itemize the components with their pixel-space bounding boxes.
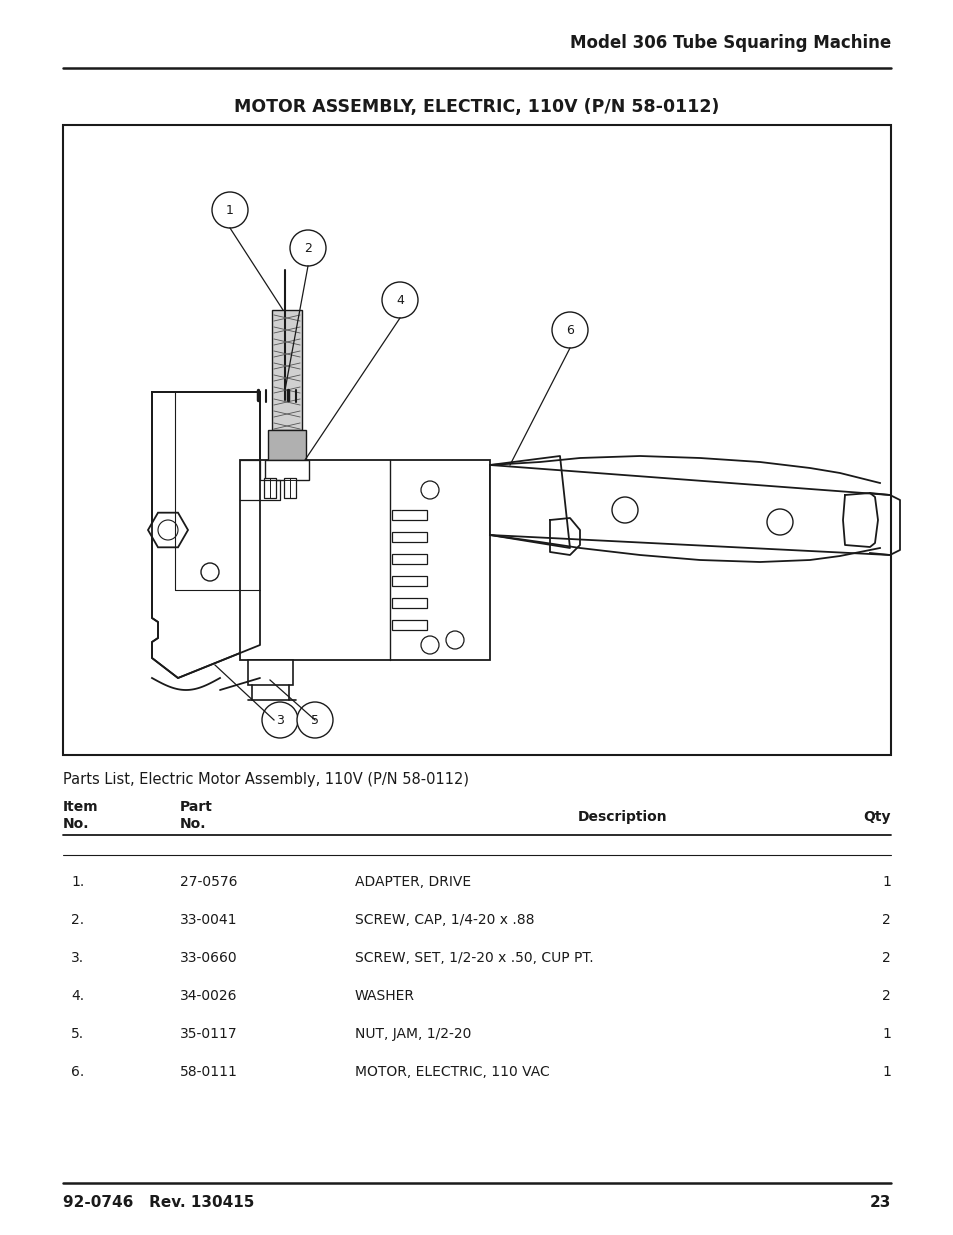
- Circle shape: [381, 282, 417, 317]
- Bar: [272, 310, 302, 430]
- Text: NUT, JAM, 1/2-20: NUT, JAM, 1/2-20: [355, 1028, 471, 1041]
- Polygon shape: [550, 517, 579, 555]
- Circle shape: [212, 191, 248, 228]
- Text: MOTOR ASSEMBLY, ELECTRIC, 110V (P/N 58-0112): MOTOR ASSEMBLY, ELECTRIC, 110V (P/N 58-0…: [234, 98, 719, 116]
- Bar: [63, 125, 890, 755]
- Text: MOTOR, ELECTRIC, 110 VAC: MOTOR, ELECTRIC, 110 VAC: [355, 1065, 549, 1079]
- Text: Item
No.: Item No.: [63, 800, 98, 831]
- Polygon shape: [152, 391, 260, 678]
- Text: Description: Description: [578, 810, 667, 824]
- Text: SCREW, SET, 1/2-20 x .50, CUP PT.: SCREW, SET, 1/2-20 x .50, CUP PT.: [355, 951, 593, 965]
- Text: 1.: 1.: [71, 876, 84, 889]
- Circle shape: [612, 496, 638, 522]
- Bar: [392, 576, 427, 585]
- Text: 6.: 6.: [71, 1065, 84, 1079]
- Text: 34-0026: 34-0026: [180, 989, 237, 1003]
- Text: 33-0660: 33-0660: [180, 951, 237, 965]
- Bar: [392, 510, 427, 520]
- Text: 27-0576: 27-0576: [180, 876, 237, 889]
- Polygon shape: [842, 493, 877, 547]
- Text: 3.: 3.: [71, 951, 84, 965]
- Text: ADAPTER, DRIVE: ADAPTER, DRIVE: [355, 876, 471, 889]
- Text: 92-0746   Rev. 130415: 92-0746 Rev. 130415: [63, 1195, 254, 1210]
- Bar: [265, 459, 309, 480]
- Circle shape: [766, 509, 792, 535]
- Text: 1: 1: [882, 1028, 890, 1041]
- Bar: [284, 478, 295, 498]
- Circle shape: [201, 563, 219, 580]
- Text: 6: 6: [565, 324, 574, 336]
- Text: 4: 4: [395, 294, 403, 306]
- Bar: [264, 478, 275, 498]
- Text: Parts List, Electric Motor Assembly, 110V (P/N 58-0112): Parts List, Electric Motor Assembly, 110…: [63, 772, 469, 787]
- Text: Model 306 Tube Squaring Machine: Model 306 Tube Squaring Machine: [569, 35, 890, 52]
- Bar: [240, 459, 490, 659]
- Text: 5.: 5.: [71, 1028, 84, 1041]
- Circle shape: [296, 701, 333, 739]
- Text: 2: 2: [304, 242, 312, 254]
- Text: 2: 2: [882, 989, 890, 1003]
- Text: 35-0117: 35-0117: [180, 1028, 237, 1041]
- Text: 2: 2: [882, 951, 890, 965]
- Polygon shape: [490, 456, 879, 562]
- Text: 58-0111: 58-0111: [180, 1065, 237, 1079]
- Text: 33-0041: 33-0041: [180, 913, 237, 927]
- Text: Qty: Qty: [862, 810, 890, 824]
- Bar: [392, 620, 427, 630]
- Text: 23: 23: [869, 1195, 890, 1210]
- Bar: [392, 555, 427, 564]
- Circle shape: [420, 480, 438, 499]
- Circle shape: [446, 631, 463, 650]
- Bar: [248, 659, 293, 685]
- Bar: [392, 532, 427, 542]
- Text: Part
No.: Part No.: [180, 800, 213, 831]
- Bar: [392, 598, 427, 608]
- Text: 4.: 4.: [71, 989, 84, 1003]
- Text: 3: 3: [275, 714, 284, 726]
- Text: 1: 1: [882, 876, 890, 889]
- Circle shape: [420, 636, 438, 655]
- Text: SCREW, CAP, 1/4-20 x .88: SCREW, CAP, 1/4-20 x .88: [355, 913, 534, 927]
- Text: 2.: 2.: [71, 913, 84, 927]
- Text: WASHER: WASHER: [355, 989, 415, 1003]
- Circle shape: [290, 230, 326, 266]
- Text: 2: 2: [882, 913, 890, 927]
- Text: 1: 1: [226, 204, 233, 216]
- Bar: [268, 430, 306, 459]
- Circle shape: [158, 520, 178, 540]
- Circle shape: [552, 312, 587, 348]
- Polygon shape: [490, 466, 889, 555]
- Text: 1: 1: [882, 1065, 890, 1079]
- Text: 5: 5: [311, 714, 318, 726]
- Circle shape: [262, 701, 297, 739]
